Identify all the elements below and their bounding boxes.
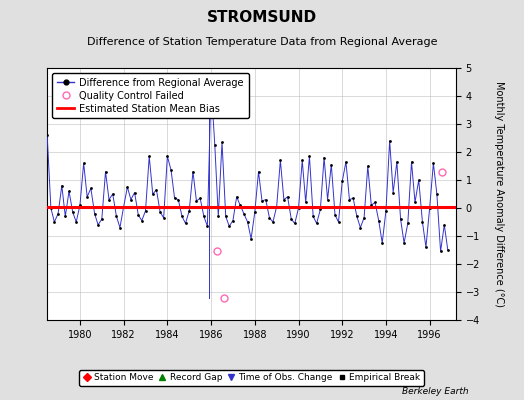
Legend: Station Move, Record Gap, Time of Obs. Change, Empirical Break: Station Move, Record Gap, Time of Obs. C… [79,370,424,386]
Text: Difference of Station Temperature Data from Regional Average: Difference of Station Temperature Data f… [87,37,437,47]
Text: STROMSUND: STROMSUND [207,10,317,26]
Text: Berkeley Earth: Berkeley Earth [402,387,469,396]
Y-axis label: Monthly Temperature Anomaly Difference (°C): Monthly Temperature Anomaly Difference (… [494,81,504,307]
